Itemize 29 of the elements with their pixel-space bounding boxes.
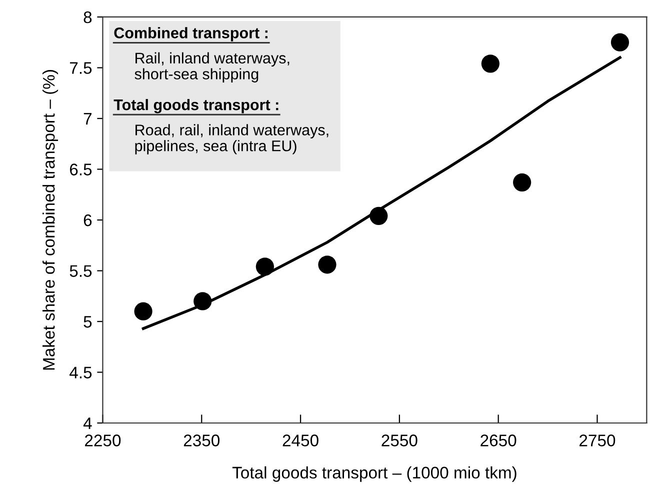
annotation: Total goods transport : xyxy=(114,99,278,114)
y-tick-label: 4.5 xyxy=(70,366,92,378)
x-tick-label: 2450 xyxy=(282,434,318,446)
y-tick-label: 6.5 xyxy=(70,164,92,176)
point xyxy=(134,302,152,320)
x-tick-label: 2350 xyxy=(184,434,220,446)
y-tick-label: 5 xyxy=(84,316,92,328)
x-tick-label: 2650 xyxy=(480,434,516,446)
point xyxy=(194,292,212,310)
annotation: Road, rail, inland waterways, pipelines, sea (intra EU) xyxy=(135,124,328,154)
y-tick-label: 4 xyxy=(83,418,92,430)
y-tick-label: 5.5 xyxy=(70,265,92,277)
point xyxy=(256,258,274,276)
annotation: Combined transport : xyxy=(114,27,268,42)
annotation: Rail, inland waterways, short-sea shipping xyxy=(134,52,290,82)
point xyxy=(610,33,630,52)
y-axis-title: Maket share of combined transport – (%) xyxy=(42,70,58,370)
x-axis-title: Total goods transport – (1000 mio tkm) xyxy=(232,466,516,482)
x-tick-label: 2250 xyxy=(85,434,121,446)
point xyxy=(481,54,500,73)
point xyxy=(318,256,336,274)
x-tick-label: 2750 xyxy=(580,434,616,446)
x-tick-label: 2550 xyxy=(382,434,418,446)
y-tick-label: 7 xyxy=(84,113,92,125)
y-tick-label: 6 xyxy=(84,214,92,226)
point xyxy=(513,173,532,192)
point xyxy=(370,206,388,225)
y-tick-label: 7.5 xyxy=(70,62,92,74)
y-tick-label: 8 xyxy=(84,11,92,24)
